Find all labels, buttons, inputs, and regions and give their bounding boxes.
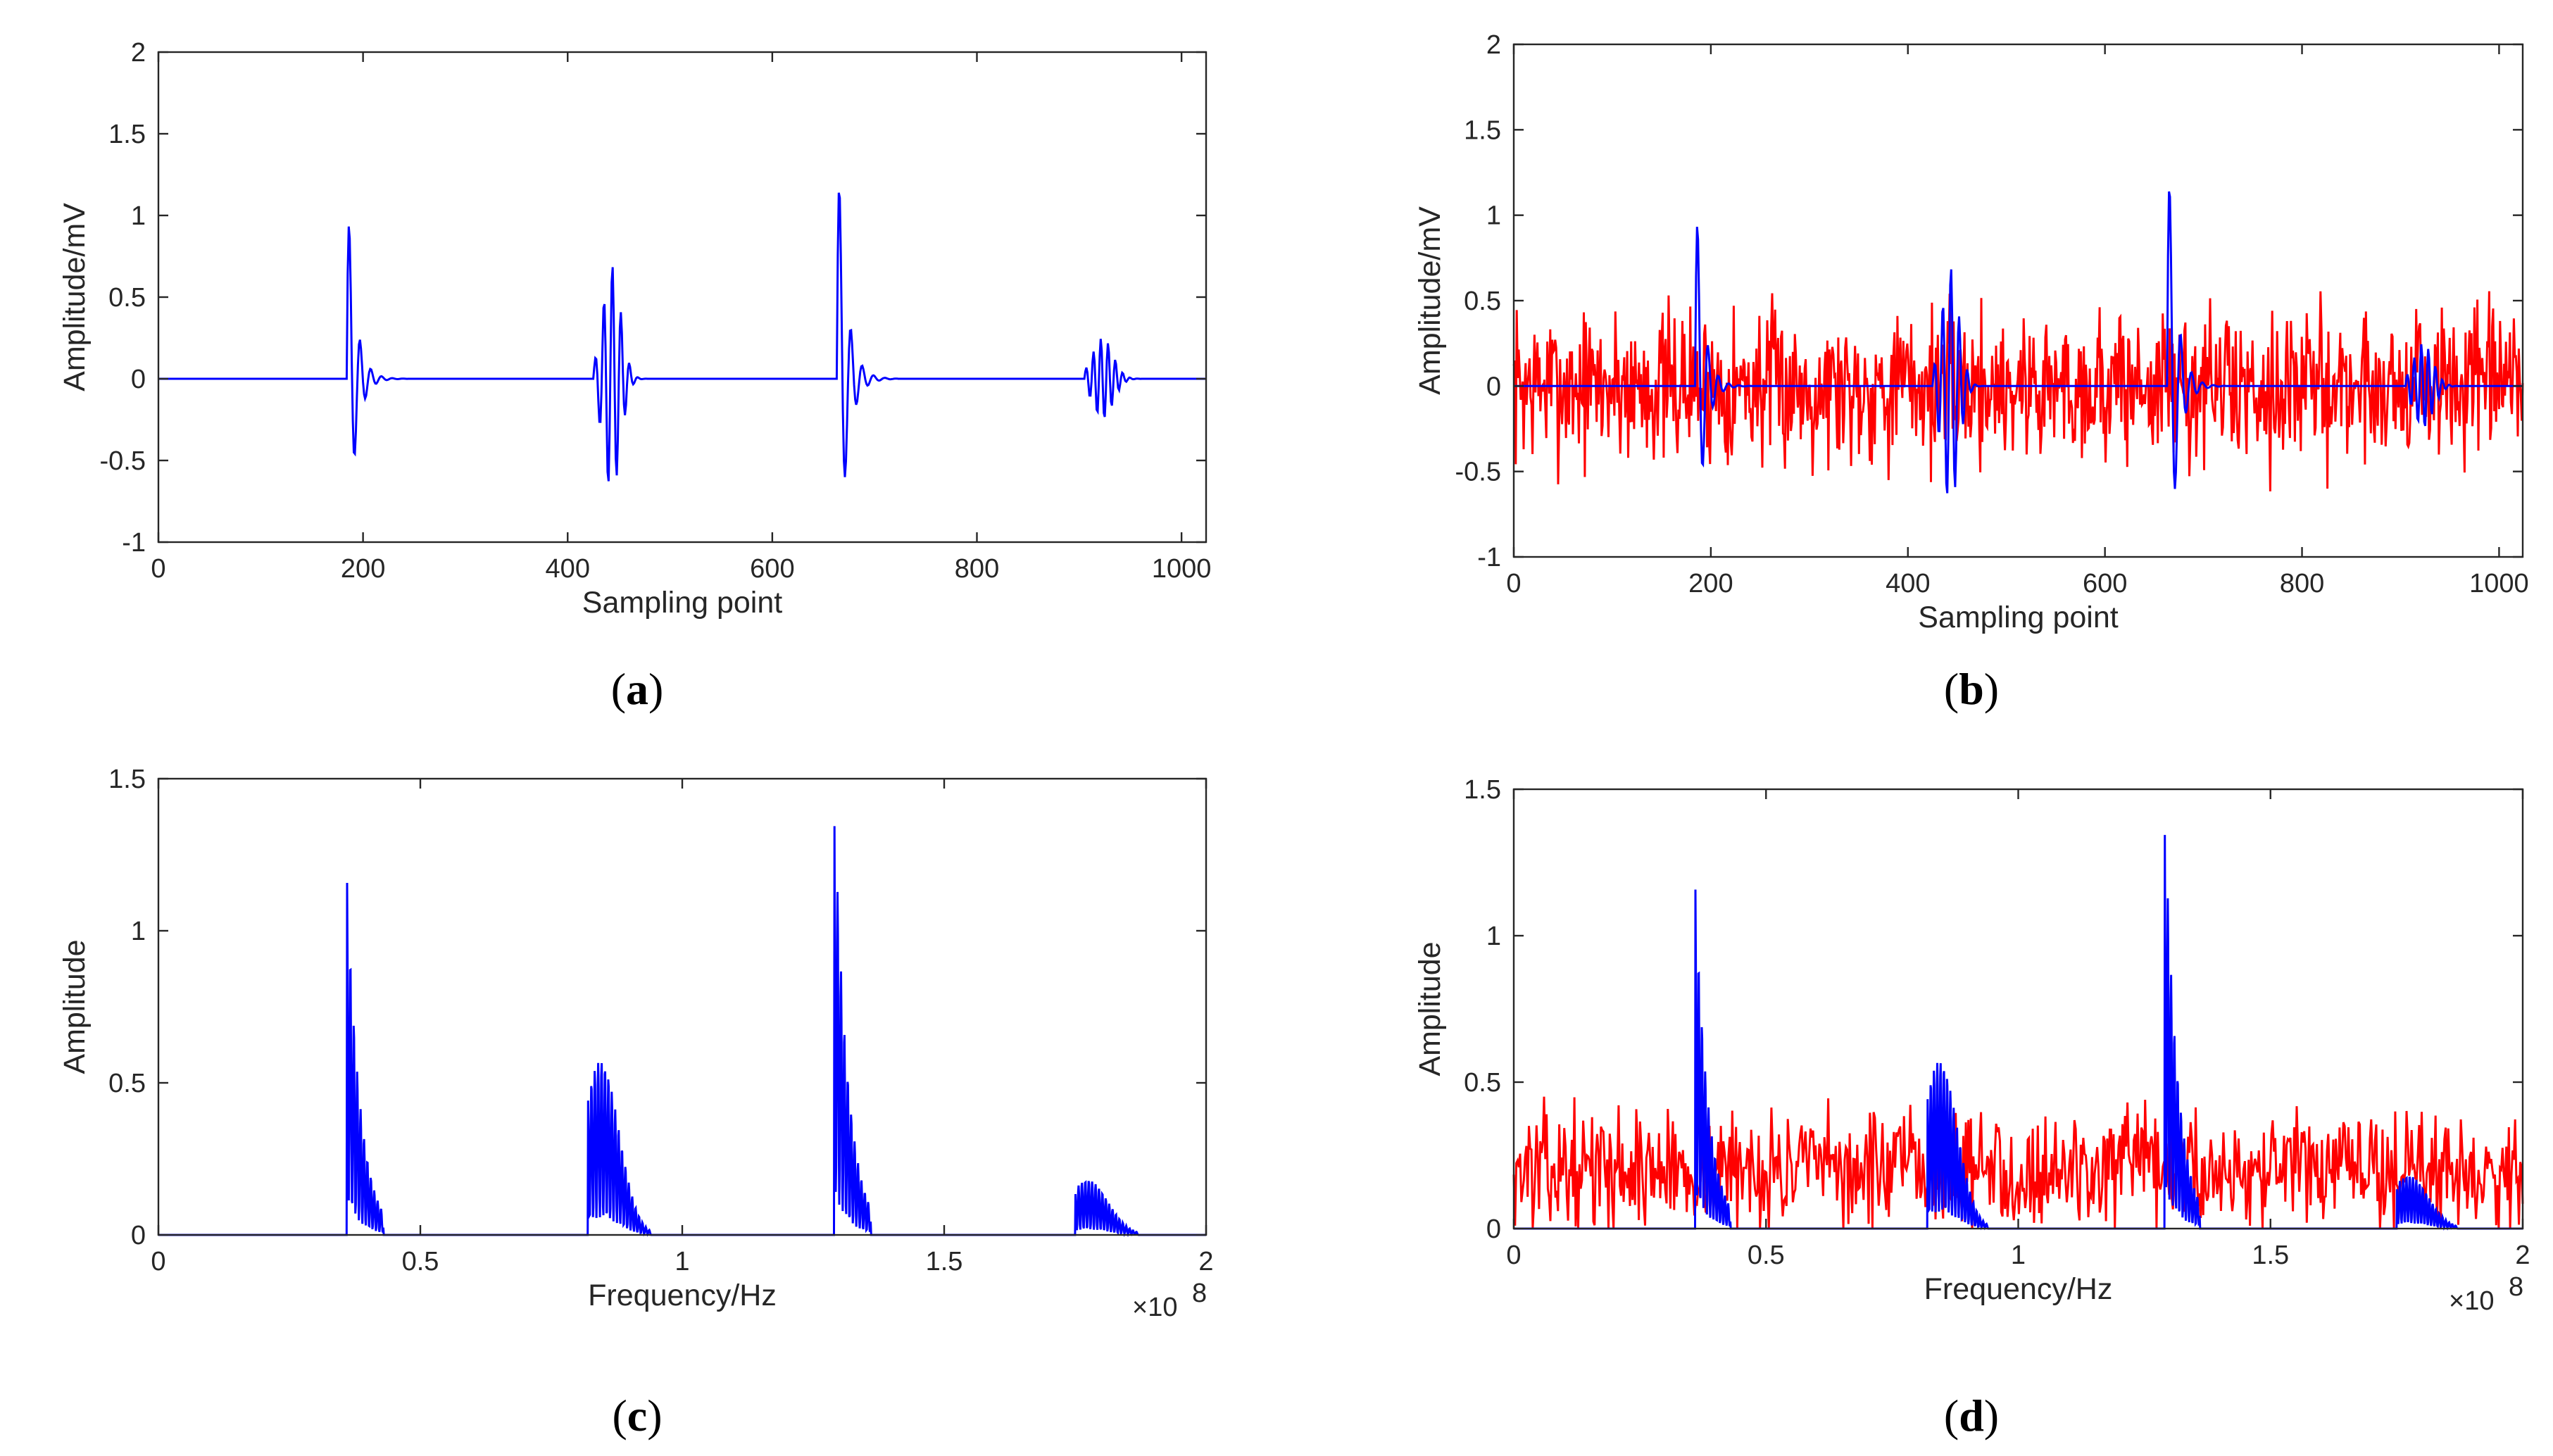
y-tick-label: -1 <box>122 528 146 558</box>
caption-open: ( <box>1944 664 1959 714</box>
x-tick-label: 1000 <box>1152 554 1212 584</box>
y-tick-label: 1.5 <box>1464 775 1501 805</box>
caption-letter: a <box>626 664 648 714</box>
x-tick-label: 800 <box>955 554 999 584</box>
y-tick-label: 1 <box>131 917 146 946</box>
y-tick-label: -0.5 <box>100 446 146 476</box>
y-tick-label: 2 <box>1486 30 1501 60</box>
y-tick-label: 0.5 <box>1464 287 1501 316</box>
chart-panel-b: 0 200 400 600 800 1000 -1 -0.5 0 0.5 1 1.5 2 Sampling… <box>1413 30 2529 714</box>
y-tick-label: 1.5 <box>108 765 146 794</box>
x-tick-label: 600 <box>750 554 794 584</box>
x-tick-label: 1.5 <box>926 1247 963 1276</box>
caption-close: ) <box>647 1391 662 1441</box>
x-tick-label: 0 <box>1506 569 1521 598</box>
x-tick-label: 0.5 <box>1748 1241 1785 1270</box>
y-tick-label: -1 <box>1477 543 1501 572</box>
plot-frame <box>157 51 1208 544</box>
x-axis-label: Frequency/Hz <box>588 1279 777 1312</box>
y-axis-label: Amplitude <box>1413 941 1447 1076</box>
x-tick-label: 1000 <box>2469 569 2529 598</box>
x-tick-label: 1 <box>2011 1241 2026 1270</box>
series-line-a-0 <box>158 192 1205 482</box>
x-tick-label: 0 <box>1506 1241 1521 1270</box>
y-tick-label: 1 <box>1486 201 1501 231</box>
y-tick-label: 1.5 <box>108 120 146 149</box>
caption-close: ) <box>1984 664 1999 714</box>
y-tick-label: 0.5 <box>108 283 146 313</box>
plot-frame <box>157 777 1208 1236</box>
x-tick-label: 600 <box>2083 569 2127 598</box>
panel-caption: (a) <box>611 664 664 714</box>
x-tick-label: 200 <box>1688 569 1733 598</box>
series-line-c-0 <box>158 826 1206 1237</box>
x-exponent-power: 8 <box>2509 1272 2523 1302</box>
caption-letter: b <box>1959 664 1984 714</box>
caption-open: ( <box>612 1391 627 1441</box>
panel-caption: (b) <box>1944 664 1999 714</box>
x-tick-label: 2 <box>2515 1241 2530 1270</box>
x-tick-label: 0.5 <box>402 1247 439 1276</box>
x-tick-label: 800 <box>2280 569 2324 598</box>
x-tick-label: 200 <box>341 554 385 584</box>
x-tick-label: 2 <box>1198 1247 1213 1276</box>
caption-letter: d <box>1959 1391 1984 1441</box>
y-tick-label: 0 <box>1486 372 1501 401</box>
caption-open: ( <box>1944 1391 1959 1441</box>
caption-close: ) <box>648 664 663 714</box>
plot-frame <box>1512 43 2524 558</box>
x-tick-label: 1 <box>675 1247 689 1276</box>
x-tick-label: 0 <box>151 1247 165 1276</box>
x-tick-label: 400 <box>546 554 590 584</box>
chart-panel-d: 0 0.5 1 1.5 2 0 0.5 1 1.5 Frequency/Hz Amplitude ×1… <box>1413 775 2530 1441</box>
x-exponent-power: 8 <box>1192 1279 1207 1308</box>
y-tick-label: 1 <box>1486 922 1501 951</box>
plot-frame <box>1512 788 2524 1230</box>
y-tick-label: 0 <box>131 1221 146 1250</box>
chart-panel-a: 0 200 400 600 800 1000 -1 -0.5 0 0.5 1 1.5 2 Sampling… <box>58 38 1211 714</box>
x-tick-label: 0 <box>151 554 165 584</box>
y-tick-label: 1 <box>131 201 146 231</box>
y-tick-label: 0 <box>131 365 146 394</box>
caption-close: ) <box>1984 1391 1999 1441</box>
y-axis-label: Amplitude/mV <box>1413 206 1447 395</box>
y-axis-label: Amplitude <box>58 939 92 1074</box>
y-tick-label: 2 <box>131 38 146 68</box>
y-axis-label: Amplitude/mV <box>58 203 92 391</box>
x-axis-label: Sampling point <box>582 586 783 620</box>
y-tick-label: -0.5 <box>1455 458 1501 487</box>
y-tick-label: 1.5 <box>1464 115 1501 145</box>
caption-open: ( <box>611 664 626 714</box>
y-tick-label: 0.5 <box>108 1069 146 1098</box>
y-tick-label: 0.5 <box>1464 1068 1501 1098</box>
x-tick-label: 400 <box>1886 569 1930 598</box>
chart-panel-c: 0 0.5 1 1.5 2 0 0.5 1 1.5 Frequency/Hz Amplitude ×1… <box>58 765 1214 1441</box>
panel-caption: (d) <box>1944 1391 1999 1441</box>
caption-letter: c <box>627 1391 647 1441</box>
series-line-b-0 <box>1512 291 2524 491</box>
x-exponent-label: ×10 <box>2449 1286 2494 1316</box>
y-tick-label: 0 <box>1486 1215 1501 1244</box>
panel-caption: (c) <box>612 1391 662 1441</box>
x-axis-label: Sampling point <box>1918 601 2119 634</box>
x-axis-label: Frequency/Hz <box>1924 1272 2113 1306</box>
series-line-b-1 <box>1514 191 2522 494</box>
x-exponent-label: ×10 <box>1132 1293 1177 1322</box>
x-tick-label: 1.5 <box>2252 1241 2289 1270</box>
series-line-d-0 <box>1512 1096 2524 1229</box>
